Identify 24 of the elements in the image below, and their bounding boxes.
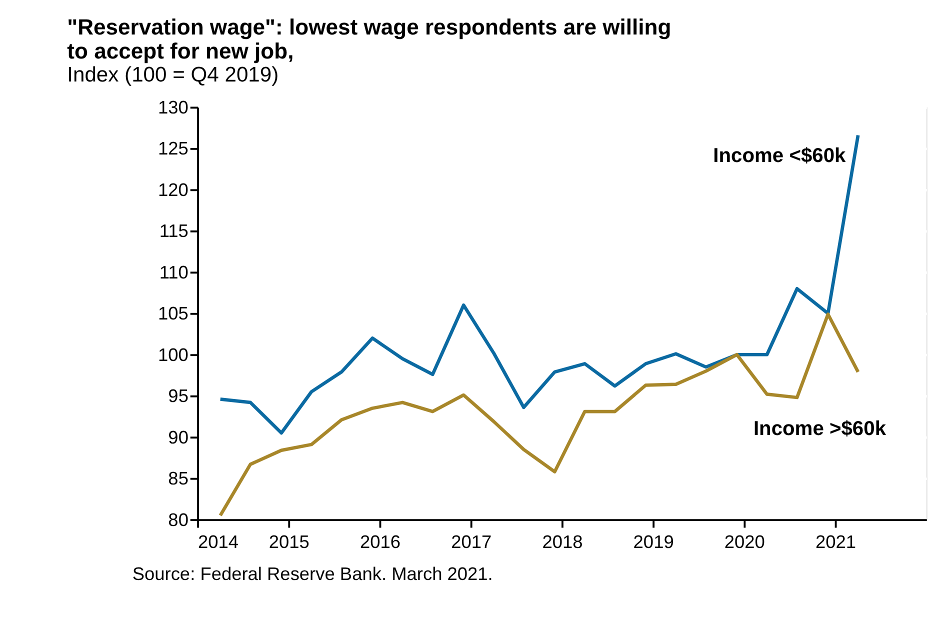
- x-tick-label: 2018: [542, 532, 583, 552]
- source-note: Source: Federal Reserve Bank. March 2021.: [132, 564, 493, 584]
- series-label: Income <$60k: [713, 145, 847, 168]
- x-tick-label: 2020: [724, 532, 765, 552]
- x-tick-label: 2017: [451, 532, 492, 552]
- x-tick-label: 2019: [633, 532, 674, 552]
- x-tick-label: 2014: [198, 532, 239, 552]
- y-tick-label: 110: [159, 262, 188, 282]
- x-tick-label: 2016: [360, 532, 401, 552]
- y-tick-label: 130: [158, 97, 188, 118]
- y-tick-label: 85: [168, 468, 188, 489]
- y-tick-label: 95: [168, 386, 188, 406]
- chart-subtitle: Index (100 = Q4 2019): [67, 63, 279, 86]
- x-tick-label: 2021: [816, 532, 856, 552]
- y-tick-label: 105: [158, 304, 188, 324]
- chart-title: "Reservation wage": lowest wage respondents are willing to accept for new job,: [67, 14, 672, 64]
- y-tick-label: 125: [158, 138, 188, 159]
- y-tick-label: 100: [158, 344, 188, 365]
- y-tick-label: 120: [158, 180, 188, 200]
- y-tick-label: 80: [168, 510, 188, 530]
- y-tick-label: 90: [168, 427, 188, 448]
- x-tick-label: 2015: [268, 532, 310, 552]
- series-label: Income >$60k: [753, 418, 887, 440]
- y-tick-label: 115: [159, 221, 188, 242]
